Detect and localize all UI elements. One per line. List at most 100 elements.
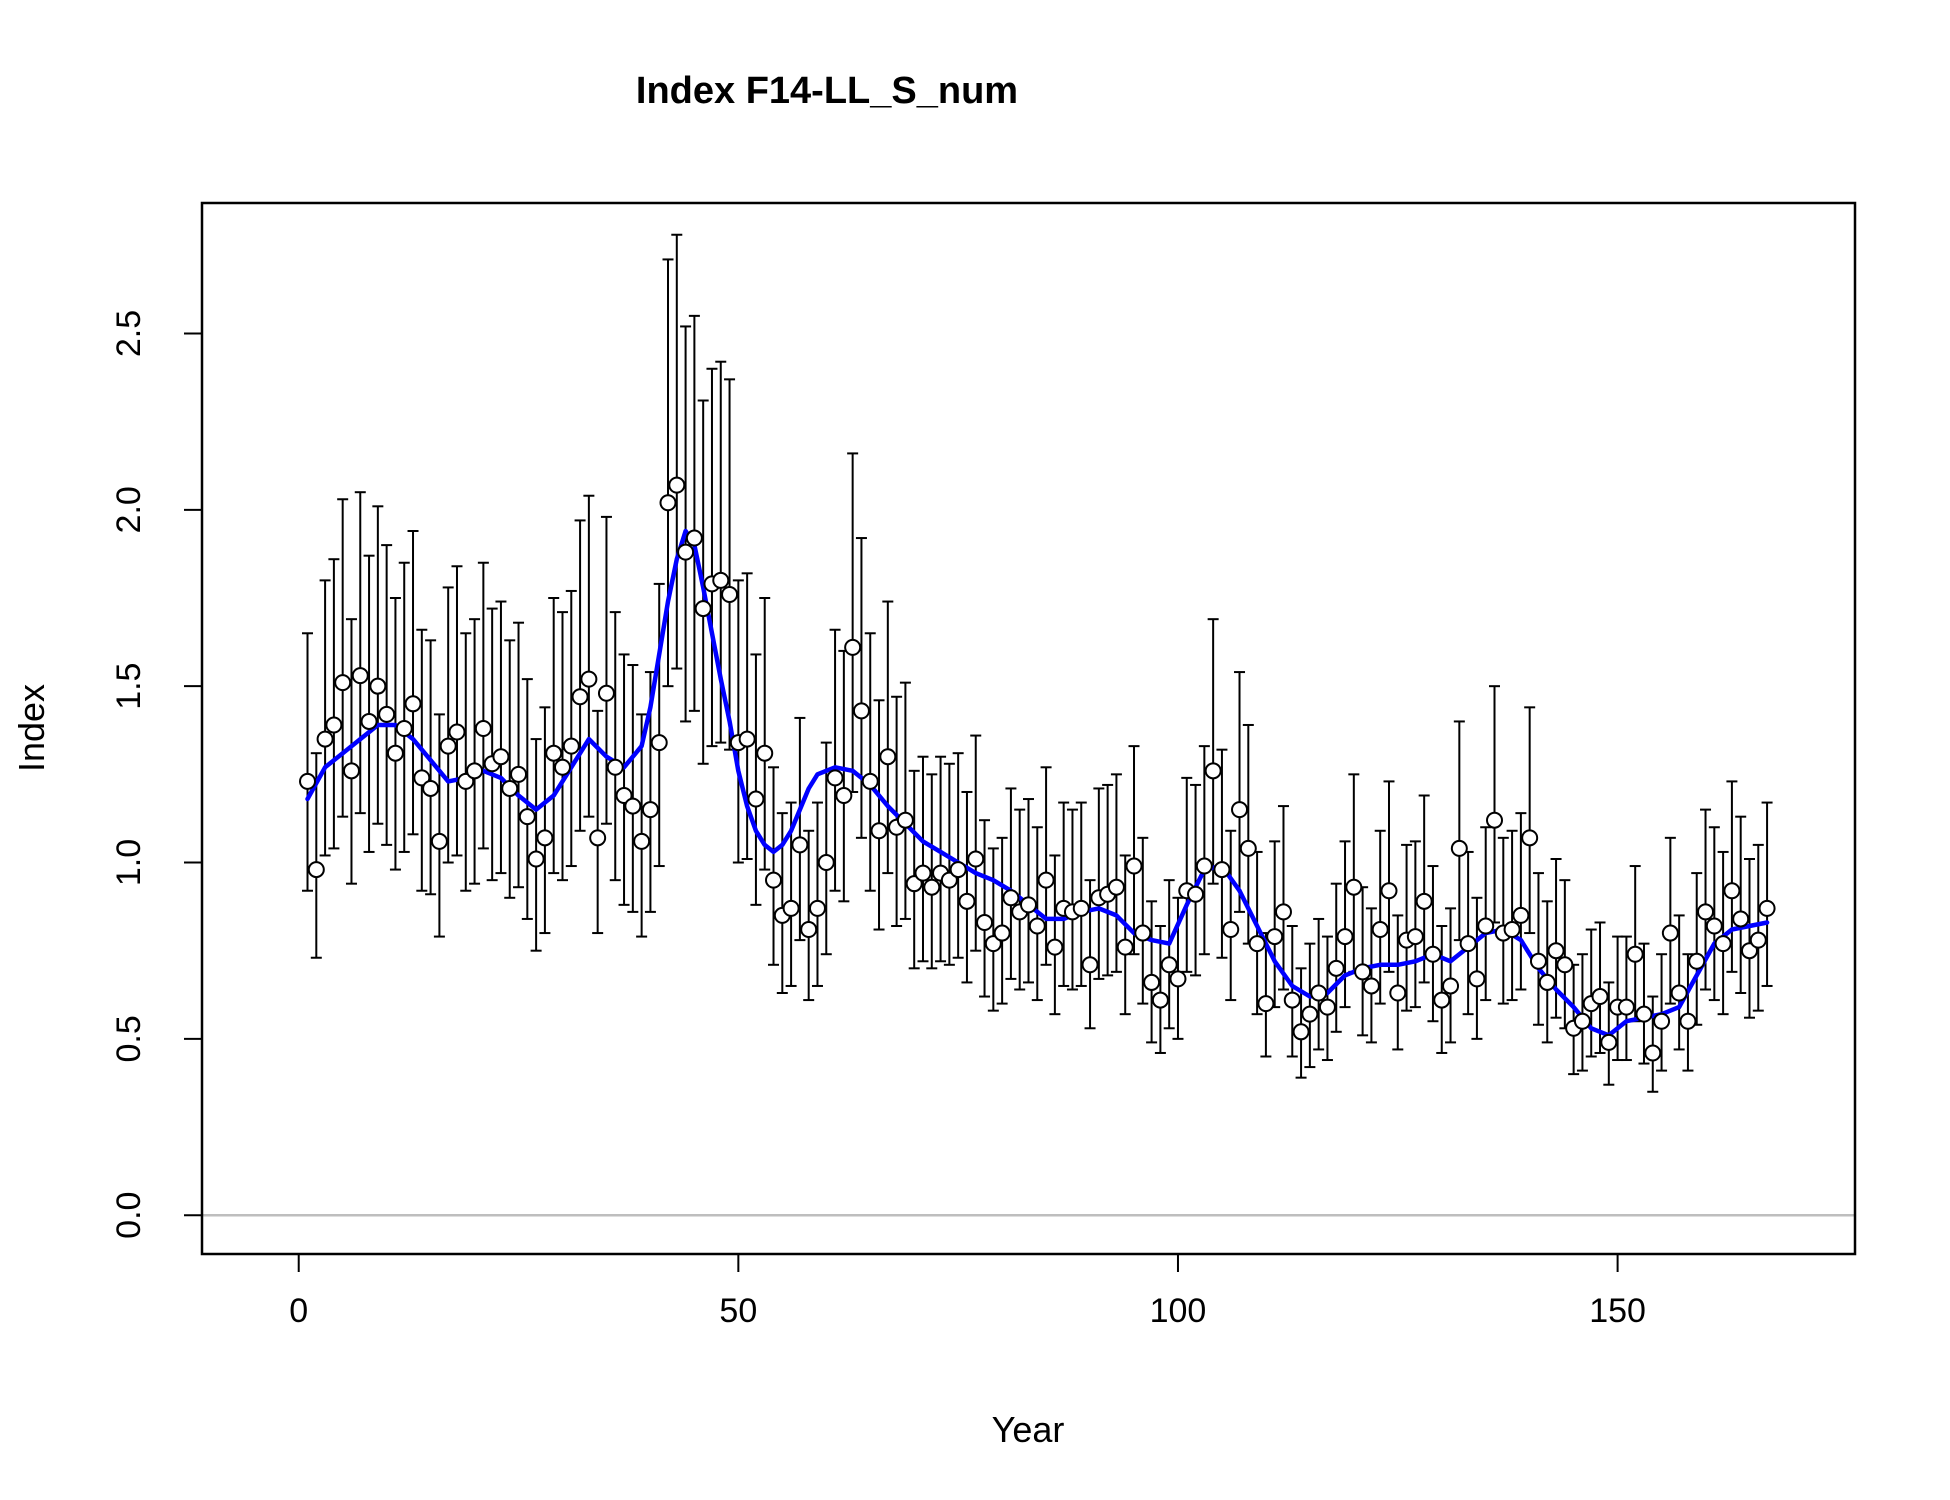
error-bar xyxy=(1409,840,1421,1009)
error-bar xyxy=(750,653,762,906)
error-bar xyxy=(354,491,366,815)
data-point xyxy=(1644,1044,1662,1062)
error-bar xyxy=(477,561,489,850)
data-point xyxy=(712,571,730,589)
data-point xyxy=(1257,995,1275,1013)
error-bar xyxy=(433,713,445,938)
y-tick-label: 1.0 xyxy=(110,839,148,886)
error-bar xyxy=(1480,826,1492,1002)
data-point xyxy=(861,772,879,790)
data-point xyxy=(562,737,580,755)
data-point xyxy=(1670,984,1688,1002)
error-bar xyxy=(1427,865,1439,1023)
data-point xyxy=(466,762,484,780)
data-point xyxy=(1318,998,1336,1016)
error-bar xyxy=(495,600,507,875)
error-bar xyxy=(759,597,771,871)
data-point xyxy=(1020,896,1037,914)
data-point xyxy=(1529,952,1547,970)
error-bar xyxy=(1093,787,1105,980)
error-bar xyxy=(1304,942,1316,1069)
data-point xyxy=(721,585,739,603)
error-bar xyxy=(873,699,885,931)
data-point xyxy=(1477,917,1495,935)
data-point xyxy=(1266,928,1284,946)
data-point xyxy=(1723,882,1741,900)
error-bar xyxy=(671,233,683,670)
data-point xyxy=(677,543,695,561)
data-point xyxy=(1354,963,1372,981)
data-point xyxy=(765,871,783,889)
error-bar xyxy=(1234,671,1246,913)
error-bar xyxy=(732,579,744,864)
data-point xyxy=(1310,984,1328,1002)
data-point xyxy=(633,832,651,850)
data-point xyxy=(1415,892,1433,910)
error-bar xyxy=(1506,829,1518,1002)
error-bar xyxy=(680,325,692,723)
error-bar xyxy=(504,639,516,899)
data-point xyxy=(1450,839,1468,857)
data-point xyxy=(1661,924,1679,942)
error-bar xyxy=(609,611,621,882)
data-point xyxy=(325,716,343,734)
data-point xyxy=(1556,956,1574,974)
data-point xyxy=(1362,977,1380,995)
error-bar xyxy=(1357,886,1369,1037)
error-bar xyxy=(1761,801,1773,987)
data-point xyxy=(976,913,994,931)
error-bar xyxy=(688,314,700,712)
error-bar xyxy=(1181,776,1193,973)
data-point xyxy=(808,899,826,917)
error-bar xyxy=(337,498,349,818)
error-bar xyxy=(345,618,357,885)
error-bar xyxy=(1295,967,1307,1079)
error-bar xyxy=(1137,836,1149,1005)
data-point xyxy=(1143,973,1161,991)
data-point xyxy=(1081,956,1099,974)
x-tick-label: 150 xyxy=(1589,1292,1646,1330)
error-bar xyxy=(829,628,841,892)
error-bar xyxy=(899,681,911,920)
error-bar xyxy=(302,632,314,892)
data-point xyxy=(958,892,976,910)
data-point xyxy=(1028,917,1046,935)
data-point xyxy=(510,765,528,783)
data-point xyxy=(1380,882,1398,900)
data-point xyxy=(1195,857,1213,875)
error-bar xyxy=(1515,812,1527,991)
data-point xyxy=(782,899,800,917)
data-point xyxy=(527,850,545,868)
data-point xyxy=(668,476,686,494)
data-point xyxy=(1679,1012,1697,1030)
data-point xyxy=(1626,945,1644,963)
error-bar xyxy=(381,544,393,846)
data-points xyxy=(299,476,1776,1062)
data-point xyxy=(439,737,457,755)
error-bar xyxy=(653,582,665,868)
data-point xyxy=(1107,878,1125,896)
error-bar xyxy=(600,515,612,825)
error-bar xyxy=(583,494,595,818)
error-bar xyxy=(1277,805,1289,991)
error-bar xyxy=(952,752,964,959)
error-bar xyxy=(539,706,551,935)
error-bar xyxy=(574,519,586,832)
data-point xyxy=(949,861,967,879)
data-point xyxy=(1468,970,1486,988)
data-point xyxy=(606,758,624,776)
error-bar xyxy=(389,597,401,871)
error-bar xyxy=(1489,685,1501,924)
data-point xyxy=(1345,878,1363,896)
error-bar xyxy=(372,505,384,825)
data-point xyxy=(597,684,615,702)
data-point xyxy=(747,790,765,808)
y-tick-label: 2.5 xyxy=(110,310,148,357)
data-point xyxy=(1292,1023,1310,1041)
y-tick-label: 2.0 xyxy=(110,486,148,533)
error-bar xyxy=(820,741,832,956)
data-point xyxy=(1389,984,1407,1002)
error-bar xyxy=(917,755,929,963)
data-point xyxy=(422,779,440,797)
error-bar xyxy=(1190,783,1202,977)
